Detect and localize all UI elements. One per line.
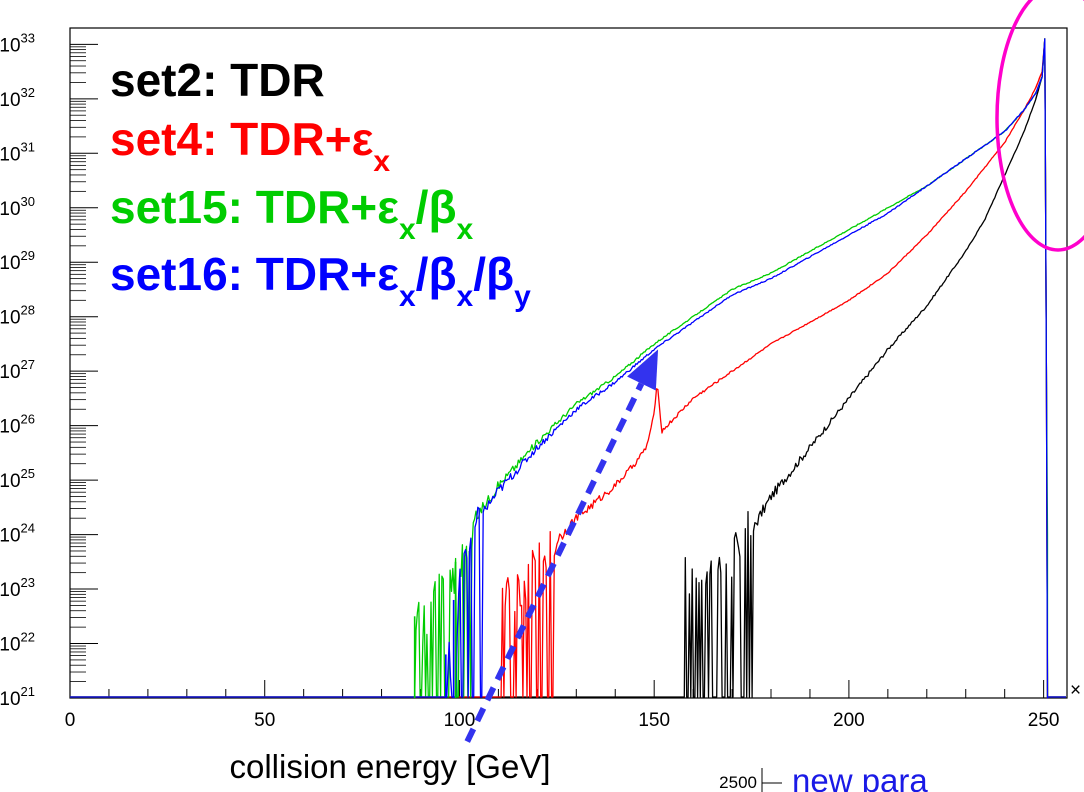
y-tick-exponent: 30 <box>21 194 35 209</box>
legend-subscript: x <box>373 145 390 178</box>
y-tick-label: 1030 <box>0 194 35 220</box>
series-line-1 <box>70 38 1066 699</box>
y-tick-label: 1032 <box>0 85 35 111</box>
y-tick-label: 1027 <box>0 357 35 383</box>
y-tick-exponent: 27 <box>21 357 35 372</box>
y-tick-label: 1031 <box>0 139 35 165</box>
y-tick-exponent: 28 <box>21 303 35 318</box>
legend-subscript: x <box>457 280 474 313</box>
legend-entry-4: set16: TDR+εx/βx/βy​ <box>110 248 531 313</box>
y-tick-label: 1025 <box>0 466 35 492</box>
legend-text-main: set16: TDR+ε <box>110 248 399 300</box>
x-tick-label: 100 <box>444 710 476 731</box>
y-tick-exponent: 32 <box>21 85 35 100</box>
series-line-2 <box>70 38 1066 699</box>
y-tick-exponent: 21 <box>21 684 35 699</box>
legend-text-cont: /β <box>416 181 457 233</box>
y-tick-exponent: 29 <box>21 248 35 263</box>
x-tick-label: 150 <box>638 710 670 731</box>
x-tick-label: 0 <box>65 710 76 731</box>
legend-text-main: set15: TDR+ε <box>110 181 399 233</box>
peak-highlight-ellipse <box>995 0 1084 252</box>
y-tick-label: 1021 <box>0 684 35 710</box>
x-tick-label: 50 <box>254 710 275 731</box>
y-tick-label: 1023 <box>0 575 35 601</box>
legend-entry-1: set2: TDR <box>110 54 325 106</box>
plot-frame <box>69 27 1068 699</box>
y-tick-exponent: 26 <box>21 412 35 427</box>
dashed-arrow-shaft <box>464 382 645 743</box>
y-tick-label: 1029 <box>0 248 35 274</box>
series-line-4 <box>70 38 1066 699</box>
y-tick-label: 1022 <box>0 630 35 656</box>
y-tick-label: 1028 <box>0 303 35 329</box>
y-tick-exponent: 22 <box>21 630 35 645</box>
legend-entry-3: set15: TDR+εx/βx​ <box>110 181 474 246</box>
arrow-head <box>627 349 659 391</box>
y-tick-exponent: 31 <box>21 139 35 154</box>
legend-entry-2: set4: TDR+εx​ <box>110 113 390 178</box>
legend-text-main: set2: TDR <box>110 54 325 106</box>
y-tick-exponent: 24 <box>21 521 35 536</box>
legend-subscript: x <box>399 213 416 246</box>
legend-text-cont: /β <box>416 248 457 300</box>
y-tick-exponent: 33 <box>21 30 35 45</box>
legend-subscript: y <box>514 280 531 313</box>
axis-corner-mark: × <box>1070 680 1081 701</box>
legend-subscript: x <box>399 280 416 313</box>
y-tick-label: 1026 <box>0 412 35 438</box>
y-tick-exponent: 25 <box>21 466 35 481</box>
y-tick-label: 1024 <box>0 521 35 547</box>
x-axis-title: collision energy [GeV] <box>230 748 551 785</box>
legend-subscript: x <box>457 213 474 246</box>
inset-title: new para <box>792 762 928 792</box>
y-tick-label: 1033 <box>0 30 35 56</box>
inset-tick-label: 2500 <box>719 773 757 792</box>
y-tick-exponent: 23 <box>21 575 35 590</box>
x-tick-label: 200 <box>833 710 865 731</box>
legend-text-cont: /β <box>473 248 514 300</box>
x-tick-label: 250 <box>1028 710 1060 731</box>
legend-text-main: set4: TDR+ε <box>110 113 374 165</box>
